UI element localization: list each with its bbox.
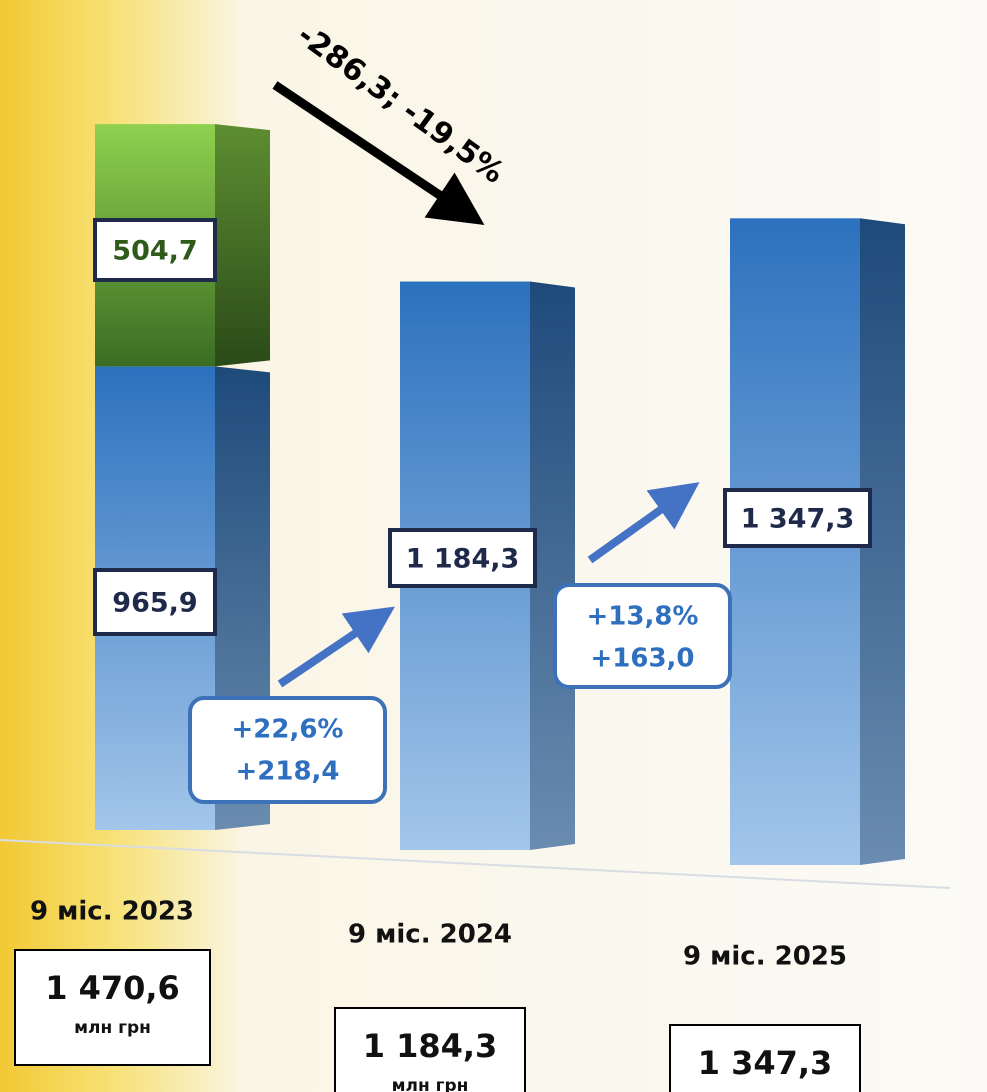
change-absolute: +163,0	[590, 644, 694, 674]
value-label: 1 184,3	[406, 544, 520, 575]
change-absolute: +218,4	[235, 757, 339, 787]
category-label: 9 міс. 2024	[348, 920, 512, 950]
category-label: 9 міс. 2025	[683, 942, 847, 972]
total-unit: млн грн	[392, 1076, 469, 1092]
change-percent: +22,6%	[232, 715, 344, 745]
total-unit: млн грн	[74, 1018, 151, 1038]
value-label: 504,7	[112, 236, 197, 267]
total-value: 1 347,3	[698, 1044, 833, 1082]
value-label: 1 347,3	[741, 504, 855, 535]
value-label: 965,9	[112, 588, 197, 619]
bar-side	[215, 124, 270, 366]
chart: -286,3; -19,5% 965,9504,71 184,31 347,3+…	[0, 0, 987, 1092]
total-value: 1 470,6	[45, 969, 180, 1007]
category-label: 9 міс. 2023	[30, 897, 194, 927]
total-box	[15, 950, 210, 1065]
change-percent: +13,8%	[587, 602, 699, 632]
total-value: 1 184,3	[363, 1027, 498, 1065]
